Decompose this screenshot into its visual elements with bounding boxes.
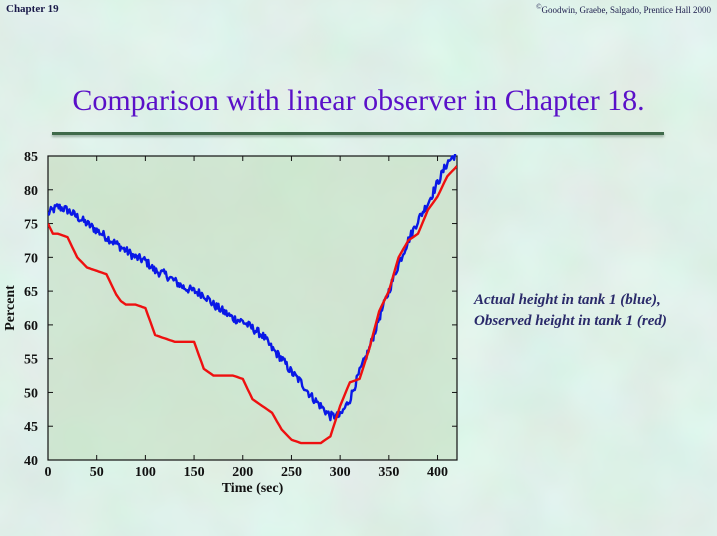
x-tick-label: 350 [378,465,399,480]
plot-area [48,156,457,460]
y-tick-label: 85 [24,150,38,165]
y-tick-label: 60 [24,319,38,334]
y-tick-label: 55 [24,353,38,368]
y-tick-label: 50 [24,386,38,401]
chapter-label: Chapter 19 [6,3,59,15]
y-axis-label: Percent [3,285,18,331]
x-tick-label: 250 [281,465,302,480]
x-tick-label: 50 [90,465,104,480]
y-tick-label: 80 [24,184,38,199]
y-tick-label: 45 [24,420,38,435]
y-tick-label: 70 [24,251,38,266]
line-chart: 0 50 100 150 200 250 300 350 400 40 45 50 55 60 65 70 75… [0,140,470,500]
x-tick-label: 400 [427,465,448,480]
copyright-text: Goodwin, Graebe, Salgado, Prentice Hall … [542,5,711,15]
slide-title: Comparison with linear observer in Chapt… [0,84,717,118]
x-tick-label: 150 [184,465,205,480]
x-tick-label: 200 [232,465,253,480]
x-tick-label: 100 [135,465,156,480]
caption-line-observed: Observed height in tank 1 (red) [474,311,667,332]
y-tick-label: 75 [24,218,38,233]
x-axis-label: Time (sec) [222,481,284,496]
y-tick-label: 40 [24,454,38,469]
caption-line-actual: Actual height in tank 1 (blue), [474,290,667,311]
chart-caption: Actual height in tank 1 (blue), Observed… [474,290,667,332]
copyright-notice: ©Goodwin, Graebe, Salgado, Prentice Hall… [536,3,711,15]
x-tick-label: 300 [330,465,351,480]
x-tick-label: 0 [45,465,52,480]
title-divider [52,132,664,135]
y-tick-label: 65 [24,285,38,300]
